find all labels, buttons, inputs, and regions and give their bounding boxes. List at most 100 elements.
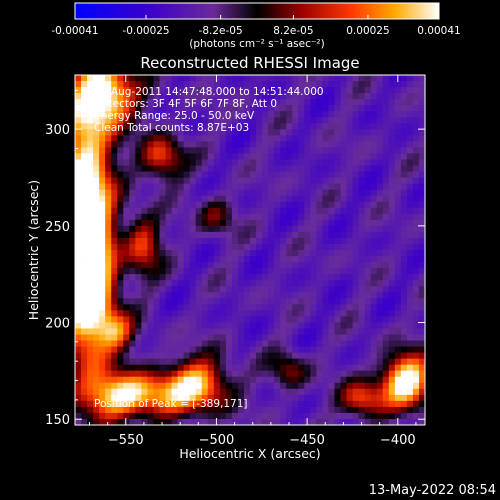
heatmap-cell <box>334 250 341 257</box>
heatmap-cell <box>135 322 142 329</box>
heatmap-cell <box>322 105 329 112</box>
heatmap-cell <box>376 129 384 136</box>
heatmap-cell <box>87 129 94 136</box>
heatmap-cell <box>280 388 287 396</box>
heatmap-cell <box>262 370 269 378</box>
heatmap-cell <box>268 231 275 239</box>
heatmap-cell <box>93 225 100 233</box>
heatmap-cell <box>219 75 227 82</box>
heatmap-cell <box>322 376 329 384</box>
heatmap-cell <box>189 412 197 420</box>
heatmap-cell <box>394 340 402 347</box>
heatmap-cell <box>334 141 341 148</box>
heatmap-cell <box>231 382 239 390</box>
heatmap-cell <box>195 334 203 341</box>
heatmap-cell <box>316 394 323 402</box>
heatmap-cell <box>99 268 106 275</box>
heatmap-cell <box>117 250 124 257</box>
heatmap-cell <box>358 243 366 251</box>
heatmap-cell <box>316 141 323 148</box>
heatmap-cell <box>352 99 360 106</box>
heatmap-cell <box>322 388 329 396</box>
heatmap-cell <box>376 81 384 88</box>
heatmap-cell <box>165 105 172 112</box>
heatmap-cell <box>243 394 251 402</box>
heatmap-cell <box>400 382 408 390</box>
heatmap-cell <box>189 364 197 372</box>
heatmap-cell <box>256 250 263 257</box>
heatmap-cell <box>189 141 197 148</box>
heatmap-cell <box>376 304 384 311</box>
heatmap-cell <box>328 105 335 112</box>
heatmap-cell <box>183 250 191 257</box>
heatmap-cell <box>207 334 215 341</box>
heatmap-cell <box>382 346 390 353</box>
heatmap-cell <box>75 322 82 329</box>
heatmap-cell <box>250 105 257 112</box>
heatmap-cell <box>243 388 251 396</box>
heatmap-cell <box>75 225 82 233</box>
heatmap-cell <box>268 129 275 136</box>
heatmap-cell <box>304 237 311 245</box>
heatmap-cell <box>316 334 323 341</box>
heatmap-cell <box>292 123 299 130</box>
heatmap-cell <box>237 310 245 317</box>
heatmap-cell <box>225 207 233 215</box>
heatmap-cell <box>274 111 281 118</box>
annotation-peak-position: Position of Peak = [-389,171] <box>94 398 248 410</box>
heatmap-cell <box>370 99 378 106</box>
heatmap-cell <box>75 418 82 425</box>
heatmap-cell <box>262 213 269 221</box>
heatmap-cell <box>183 292 191 299</box>
heatmap-cell <box>141 117 148 124</box>
heatmap-cell <box>364 256 372 263</box>
heatmap-cell <box>394 129 402 136</box>
heatmap-cell <box>322 183 329 191</box>
heatmap-cell <box>328 111 335 118</box>
heatmap-cell <box>123 165 130 172</box>
heatmap-cell <box>328 225 335 233</box>
heatmap-cell <box>93 340 100 347</box>
heatmap-cell <box>243 406 251 414</box>
heatmap-cell <box>213 117 221 124</box>
heatmap-cell <box>201 177 209 185</box>
heatmap-cell <box>111 171 118 178</box>
heatmap-cell <box>382 237 390 245</box>
heatmap-cell <box>189 310 197 317</box>
heatmap-cell <box>243 243 251 251</box>
heatmap-cell <box>328 370 335 378</box>
heatmap-cell <box>117 358 124 366</box>
heatmap-cell <box>412 159 420 166</box>
heatmap-cell <box>105 370 112 378</box>
heatmap-cell <box>87 141 94 148</box>
heatmap-cell <box>346 129 353 136</box>
heatmap-cell <box>310 105 317 112</box>
heatmap-cell <box>111 280 118 287</box>
heatmap-cell <box>256 183 263 191</box>
heatmap-cell <box>262 75 269 82</box>
heatmap-cell <box>183 177 191 185</box>
heatmap-cell <box>183 117 191 124</box>
heatmap-cell <box>382 382 390 390</box>
heatmap-cell <box>352 322 360 329</box>
heatmap-cell <box>237 346 245 353</box>
heatmap-cell <box>400 346 408 353</box>
heatmap-cell <box>274 400 281 408</box>
heatmap-cell <box>141 292 148 299</box>
heatmap-cell <box>250 412 257 420</box>
heatmap-cell <box>412 388 420 396</box>
heatmap-cell <box>93 370 100 378</box>
heatmap-cell <box>213 400 221 408</box>
heatmap-cell <box>237 111 245 118</box>
heatmap-cell <box>310 213 317 221</box>
heatmap-cell <box>394 388 402 396</box>
heatmap-cell <box>165 400 172 408</box>
heatmap-cell <box>298 105 305 112</box>
heatmap-cell <box>135 292 142 299</box>
heatmap-cell <box>334 189 341 197</box>
heatmap-cell <box>129 376 136 384</box>
heatmap-cell <box>364 225 372 233</box>
heatmap-cell <box>400 111 408 118</box>
heatmap-cell <box>334 213 341 221</box>
heatmap-cell <box>328 147 335 154</box>
